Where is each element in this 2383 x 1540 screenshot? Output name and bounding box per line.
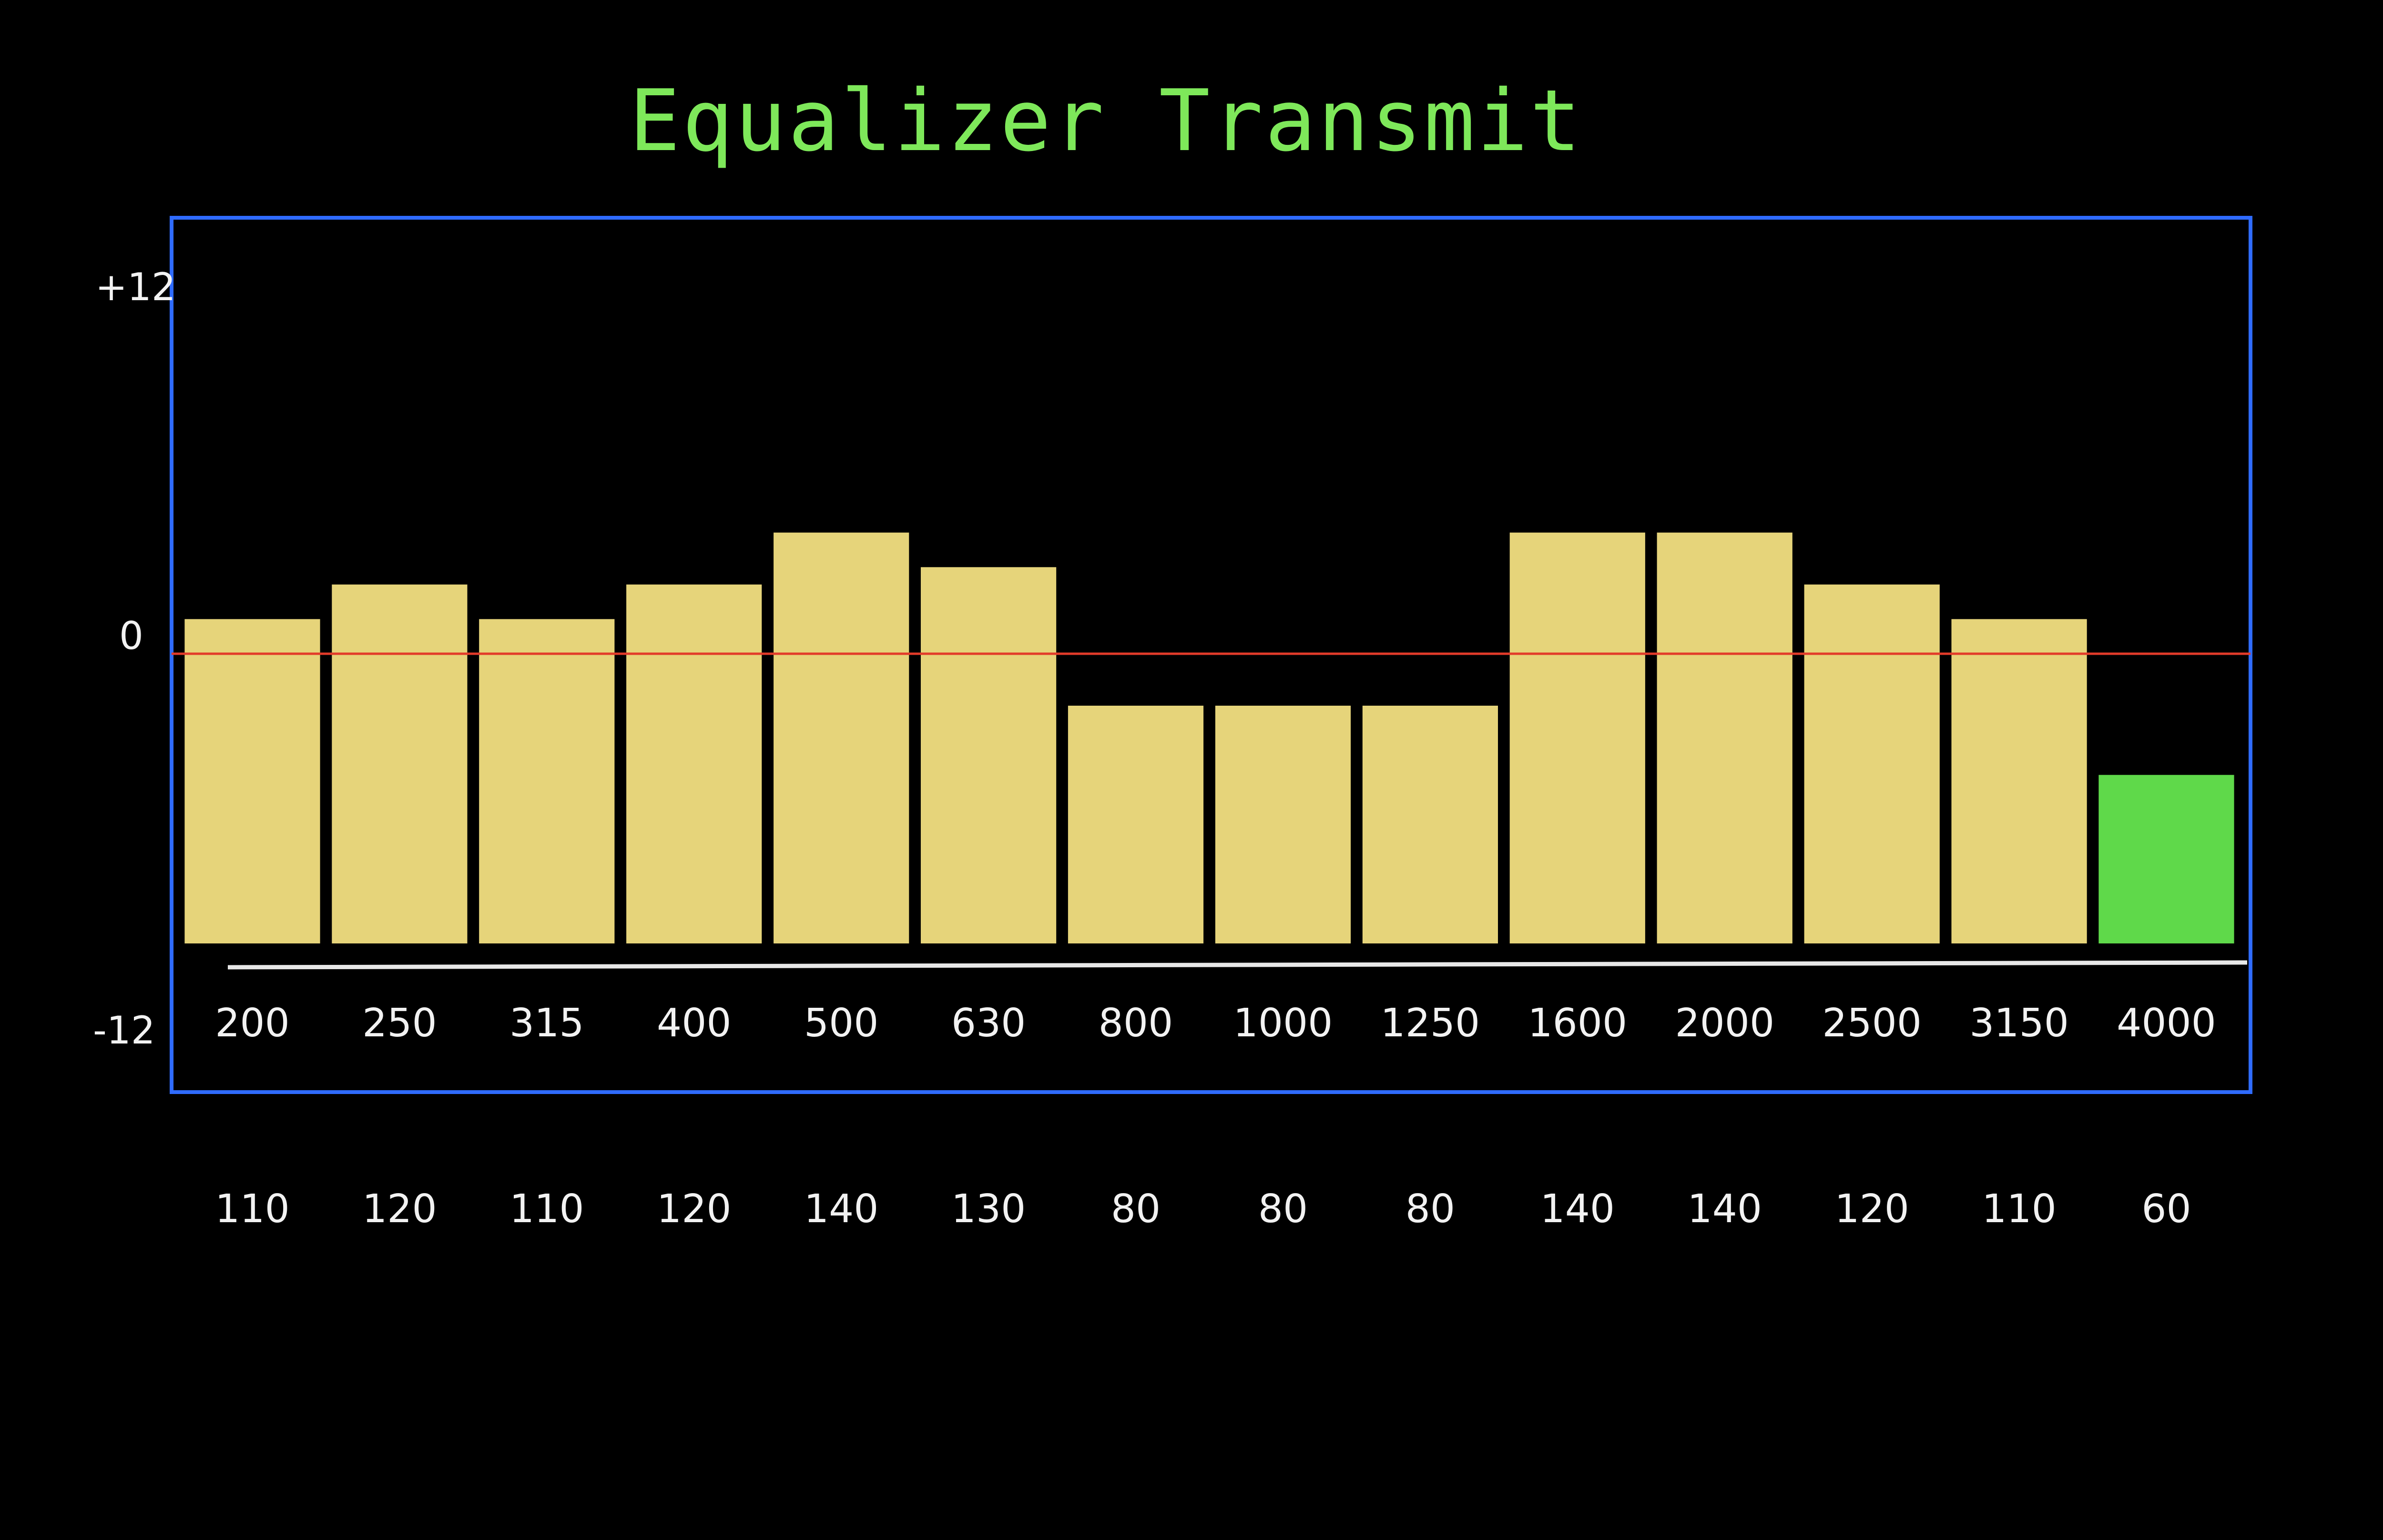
frequency-label: 630 — [951, 1001, 1026, 1046]
eq-band-bar[interactable] — [1068, 706, 1204, 943]
eq-band-bar[interactable] — [332, 584, 468, 943]
frequency-label: 800 — [1099, 1001, 1173, 1046]
screen-title: Equalizer Transmit — [629, 71, 1583, 170]
frequency-label: 1250 — [1381, 1001, 1480, 1046]
frequency-labels: 200 250 315 400 500 630 800 1000 1250 1600 2000 250… — [215, 1001, 2216, 1046]
band-value-label: 120 — [657, 1186, 732, 1232]
band-value-label: 130 — [951, 1186, 1026, 1232]
eq-band-bar[interactable] — [1362, 706, 1498, 943]
band-value-label: 120 — [362, 1186, 437, 1232]
frequency-label: 2000 — [1675, 1001, 1774, 1046]
eq-band-bar[interactable] — [184, 619, 320, 943]
eq-band-bar[interactable] — [1804, 584, 1940, 943]
band-value-label: 140 — [1540, 1186, 1615, 1232]
band-value-label: 140 — [1688, 1186, 1762, 1232]
y-tick-label-top: +12 — [95, 265, 176, 309]
band-value-label: 110 — [1982, 1186, 2057, 1232]
eq-band-bar[interactable] — [921, 567, 1057, 943]
eq-band-bar[interactable] — [1657, 532, 1792, 943]
eq-band-bar[interactable] — [479, 619, 615, 943]
band-value-label: 60 — [2141, 1186, 2191, 1232]
frequency-label: 500 — [804, 1001, 879, 1046]
eq-band-bar-selected[interactable] — [2098, 775, 2234, 943]
eq-band-bar[interactable] — [1951, 619, 2087, 943]
band-value-label: 110 — [509, 1186, 584, 1232]
band-value-labels: 110 120 110 120 140 130 80 80 80 140 140 120 110 60 — [215, 1186, 2191, 1232]
band-value-label: 80 — [1258, 1186, 1308, 1232]
frequency-label: 400 — [657, 1001, 732, 1046]
frequency-label: 250 — [362, 1001, 437, 1046]
baseline — [227, 960, 2248, 970]
frequency-label: 2500 — [1822, 1001, 1922, 1046]
frequency-label: 200 — [215, 1001, 290, 1046]
frequency-label: 315 — [509, 1001, 584, 1046]
eq-bars — [184, 532, 2234, 943]
frequency-label: 4000 — [2117, 1001, 2216, 1046]
y-tick-label-bottom: -12 — [93, 1008, 155, 1053]
frequency-label: 1600 — [1528, 1001, 1627, 1046]
band-value-label: 110 — [215, 1186, 290, 1232]
eq-band-bar[interactable] — [1215, 706, 1351, 943]
band-value-label: 140 — [804, 1186, 879, 1232]
frequency-label: 3150 — [1969, 1001, 2069, 1046]
eq-band-bar[interactable] — [1509, 532, 1645, 943]
band-value-label: 120 — [1834, 1186, 1909, 1232]
band-value-label: 80 — [1405, 1186, 1455, 1232]
band-value-label: 80 — [1111, 1186, 1161, 1232]
frequency-label: 1000 — [1233, 1001, 1333, 1046]
y-tick-label-zero: 0 — [119, 614, 143, 658]
eq-band-bar[interactable] — [774, 532, 909, 943]
eq-band-bar[interactable] — [626, 584, 762, 943]
